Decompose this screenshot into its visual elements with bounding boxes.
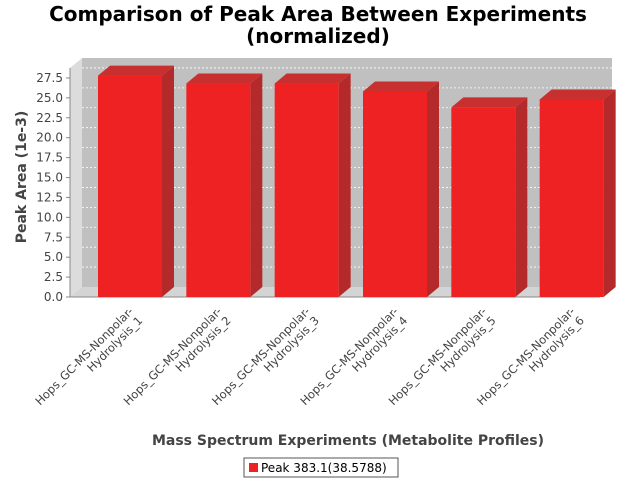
y-tick-label: 27.5 [36, 71, 63, 85]
bar-top [274, 73, 351, 84]
legend-series-label: Peak 383.1(38.5788) [261, 461, 387, 475]
y-tick-label: 17.5 [36, 151, 63, 165]
bar-top [363, 81, 439, 92]
bar-front [98, 75, 162, 297]
bar-side [427, 81, 439, 297]
y-axis: 0.0 2.5 5.0 7.5 10.0 12.5 15.0 17.5 20.0 22.5 25.0… [36, 68, 600, 304]
y-tick-label: 7.5 [44, 230, 63, 244]
x-axis-label: Mass Spectrum Experiments (Metabolite Pr… [152, 433, 544, 449]
legend: Peak 383.1(38.5788) [243, 457, 399, 478]
y-tick-label: 25.0 [36, 91, 63, 105]
y-tick-label: 2.5 [44, 270, 63, 284]
y-tick-label: 10.0 [36, 210, 63, 224]
bar [98, 65, 174, 297]
x-axis-category-labels: Hops_GC-MS-Nonpolar-Hydrolysis_1Hops_GC-… [32, 304, 587, 408]
bar-top [186, 73, 263, 84]
bar-front [186, 83, 251, 298]
legend-box [243, 457, 399, 478]
bar-front [363, 91, 427, 297]
y-tick-label: 20.0 [36, 131, 63, 145]
bar-front [539, 99, 604, 297]
bar-side [250, 73, 263, 298]
bar-top [98, 65, 174, 76]
bar [451, 97, 528, 297]
bar-side [515, 97, 528, 297]
bar-side [162, 65, 174, 297]
bar [186, 73, 263, 298]
bar [539, 89, 616, 297]
bar-front [274, 83, 339, 298]
bars [98, 65, 616, 298]
chart-title-line-1: Comparison of Peak Area Between Experime… [49, 2, 587, 26]
y-tick-label: 5.0 [44, 250, 63, 264]
bar-front [451, 107, 516, 297]
chart-title-line-2: (normalized) [246, 24, 390, 48]
y-tick-label: 12.5 [36, 190, 63, 204]
bar [363, 81, 439, 297]
legend-swatch [249, 463, 258, 472]
bar-top [451, 97, 528, 108]
bar [274, 73, 351, 298]
y-axis-label: Peak Area (1e-3) [14, 111, 30, 244]
y-tick-label: 0.0 [44, 290, 63, 304]
y-tick-label: 15.0 [36, 171, 63, 185]
bar-top [539, 89, 616, 100]
bar-side [603, 89, 616, 297]
y-tick-label: 22.5 [36, 111, 63, 125]
plot-left-wall [70, 58, 82, 297]
bar-side [338, 73, 351, 298]
